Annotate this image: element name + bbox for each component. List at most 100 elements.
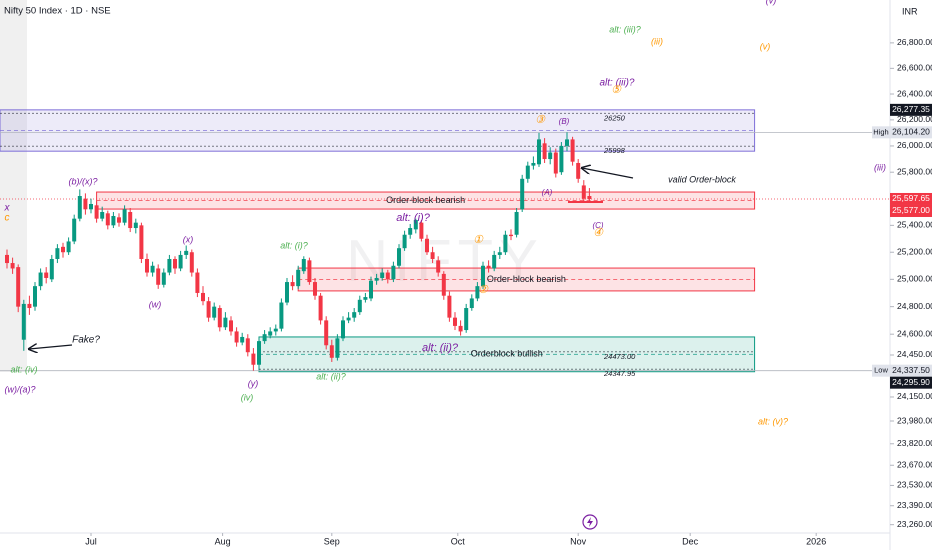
price-tag-name-bg — [872, 364, 890, 377]
annotation: alt: (iii)? — [599, 78, 634, 89]
price-tag-name: Low — [874, 366, 888, 375]
candle-body — [329, 345, 334, 358]
annotation: (iv) — [241, 392, 254, 402]
y-tick-label: 23,260.00 — [897, 519, 932, 529]
level-label: 26250 — [603, 113, 626, 122]
candle-body — [279, 302, 284, 329]
candle-body — [27, 303, 32, 309]
candle-body — [156, 268, 161, 285]
candle-body — [4, 254, 9, 264]
candle-body — [122, 209, 127, 223]
candle-body — [374, 277, 379, 281]
candle-body — [144, 258, 149, 273]
candle-body — [245, 338, 250, 353]
candle-body — [559, 145, 564, 173]
candle-body — [508, 234, 513, 237]
y-tick-label: 24,800.00 — [897, 301, 932, 311]
annotation: (w)/(a)? — [5, 384, 36, 394]
candle-body — [217, 308, 222, 328]
x-tick-label: Aug — [215, 536, 231, 546]
candle-body — [72, 218, 77, 242]
level-label: 25998 — [603, 146, 626, 155]
candle-body — [251, 353, 256, 365]
chart-title: Nifty 50 Index · 1D · NSE — [4, 6, 111, 17]
price-tag-name-bg — [872, 126, 890, 139]
y-tick-label: 25,400.00 — [897, 220, 932, 230]
candle-body — [346, 317, 351, 321]
fake-arrow — [29, 345, 73, 349]
candle-body — [430, 252, 435, 259]
annotation: ⑤ — [611, 84, 622, 96]
annotation: (C) — [592, 221, 603, 230]
price-tag — [890, 192, 932, 205]
candle-body — [357, 299, 362, 313]
annotation: ③ — [535, 114, 546, 126]
candle-body — [268, 331, 273, 336]
y-tick-label: 25,200.00 — [897, 246, 932, 256]
price-tag-name: High — [873, 127, 888, 136]
annotation: c — [5, 213, 10, 224]
candle-body — [497, 252, 502, 255]
y-tick-label: 24,150.00 — [897, 391, 932, 401]
candle-body — [380, 272, 385, 278]
x-tick-label: Sep — [324, 536, 340, 546]
annotation: alt: (ii)? — [422, 342, 459, 354]
y-tick-label: 26,200.00 — [897, 114, 932, 124]
price-tag-label: 25,577.00 — [892, 205, 930, 215]
price-tag-label: 26,104.20 — [892, 127, 930, 137]
price-tag-label: 25,597.65 — [892, 193, 930, 203]
candle-body — [587, 196, 592, 199]
candle-body — [531, 162, 536, 166]
candle-body — [419, 222, 424, 239]
candle-body — [111, 215, 116, 226]
y-tick-label: 23,390.00 — [897, 500, 932, 510]
x-tick-label: Dec — [682, 536, 699, 546]
candle-body — [32, 286, 37, 307]
candle-body — [514, 211, 519, 235]
candle-body — [178, 254, 183, 269]
candle-body — [553, 152, 558, 174]
y-tick-label: 26,800.00 — [897, 37, 932, 47]
y-tick-label: 24,600.00 — [897, 328, 932, 338]
candle-body — [88, 203, 93, 210]
candle-body — [480, 265, 485, 287]
annotation: alt: (v)? — [758, 416, 788, 426]
candle-body — [128, 211, 133, 229]
annotation: (iii) — [651, 36, 663, 46]
annotation: (v) — [766, 0, 777, 5]
candle-body — [161, 272, 166, 285]
annotation: Fake? — [72, 335, 100, 346]
zone-label: Order-block bearish — [487, 274, 566, 284]
candle-body — [262, 334, 267, 342]
candle-body — [536, 139, 541, 165]
candle-body — [424, 238, 429, 253]
y-tick-label: 26,600.00 — [897, 63, 932, 73]
candle-body — [340, 320, 345, 339]
candle-body — [520, 178, 525, 210]
candle-body — [83, 198, 88, 210]
candle-body — [363, 297, 368, 300]
candle-body — [77, 196, 82, 219]
candle-body — [290, 282, 295, 287]
candle-body — [296, 269, 301, 287]
candle-body — [116, 217, 121, 223]
candle-body — [38, 272, 43, 287]
candle-body — [408, 228, 413, 235]
candle-body — [206, 301, 211, 318]
annotation: x — [4, 203, 11, 214]
candle-body — [335, 338, 340, 358]
candle-body — [464, 308, 469, 331]
annotation: (A) — [542, 188, 553, 197]
candle-body — [469, 298, 474, 309]
x-tick-label: Nov — [570, 536, 587, 546]
order-block-arrow — [582, 168, 634, 179]
annotation: alt: (iii)? — [609, 24, 641, 34]
zone-label: Orderblock bullish — [471, 349, 543, 359]
price-tag — [890, 204, 932, 217]
level-label: 24347.95 — [603, 369, 636, 378]
candle-body — [447, 295, 452, 318]
candle-body — [105, 213, 110, 226]
candle-body — [55, 248, 60, 259]
